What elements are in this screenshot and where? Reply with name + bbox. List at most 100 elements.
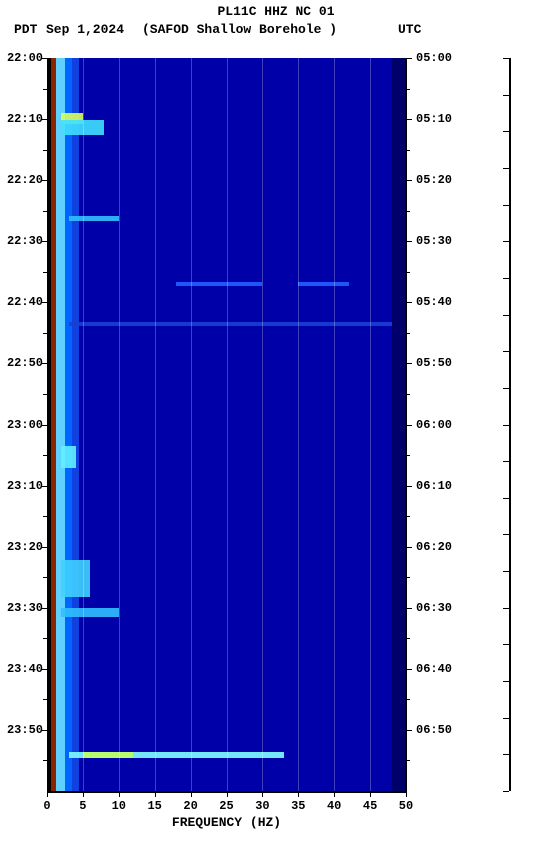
x-tick-label: 45 <box>363 799 377 813</box>
y-tick-right <box>406 425 412 426</box>
far-axis-tick <box>503 534 509 535</box>
y-label-left: 23:30 <box>0 601 43 615</box>
y-label-left: 22:30 <box>0 234 43 248</box>
y-minor-tick-right <box>406 577 410 578</box>
far-axis-tick <box>503 644 509 645</box>
y-label-right: 06:10 <box>416 479 452 493</box>
y-label-right: 05:40 <box>416 295 452 309</box>
y-tick-right <box>406 547 412 548</box>
left-tz-label: PDT <box>14 22 37 37</box>
x-tick-label: 5 <box>79 799 86 813</box>
grid-vline <box>119 58 120 791</box>
x-tick <box>334 791 335 797</box>
x-tick-label: 15 <box>147 799 161 813</box>
spectrogram-band <box>72 58 79 791</box>
spectrogram-event <box>61 446 75 468</box>
x-tick <box>298 791 299 797</box>
spectrogram-band <box>79 58 391 791</box>
far-axis-tick <box>503 571 509 572</box>
y-minor-tick-right <box>406 211 410 212</box>
y-tick-right <box>406 241 412 242</box>
y-label-left: 23:20 <box>0 540 43 554</box>
y-label-left: 22:40 <box>0 295 43 309</box>
y-label-left: 23:40 <box>0 662 43 676</box>
far-axis-tick <box>503 681 509 682</box>
y-minor-tick-right <box>406 333 410 334</box>
x-tick-label: 0 <box>43 799 50 813</box>
far-axis-tick <box>503 205 509 206</box>
far-axis-tick <box>503 608 509 609</box>
y-minor-tick-right <box>406 394 410 395</box>
far-axis-tick <box>503 278 509 279</box>
y-minor-tick-right <box>406 638 410 639</box>
far-axis-tick <box>503 754 509 755</box>
x-tick-label: 10 <box>112 799 126 813</box>
x-tick <box>47 791 48 797</box>
y-tick-right <box>406 58 412 59</box>
y-minor-tick-left <box>43 760 47 761</box>
y-tick-right <box>406 119 412 120</box>
y-label-left: 22:20 <box>0 173 43 187</box>
y-label-left: 22:50 <box>0 356 43 370</box>
y-label-right: 05:00 <box>416 51 452 65</box>
y-label-right: 06:20 <box>416 540 452 554</box>
y-label-right: 06:50 <box>416 723 452 737</box>
x-tick <box>370 791 371 797</box>
xaxis-title: FREQUENCY (HZ) <box>47 815 406 830</box>
y-minor-tick-left <box>43 638 47 639</box>
y-minor-tick-left <box>43 699 47 700</box>
spectrogram-event <box>83 752 133 758</box>
y-tick-right <box>406 669 412 670</box>
far-axis-tick <box>503 131 509 132</box>
far-axis-tick <box>503 351 509 352</box>
x-tick-label: 50 <box>399 799 413 813</box>
y-minor-tick-right <box>406 455 410 456</box>
site-subtitle: (SAFOD Shallow Borehole ) <box>142 22 337 37</box>
y-tick-right <box>406 486 412 487</box>
y-label-right: 05:20 <box>416 173 452 187</box>
x-tick-label: 35 <box>291 799 305 813</box>
date-label: Sep 1,2024 <box>46 22 124 37</box>
x-tick-label: 30 <box>255 799 269 813</box>
y-label-right: 05:10 <box>416 112 452 126</box>
y-tick-right <box>406 302 412 303</box>
y-minor-tick-right <box>406 516 410 517</box>
y-minor-tick-left <box>43 577 47 578</box>
far-axis-tick <box>503 791 509 792</box>
y-minor-tick-left <box>43 394 47 395</box>
spectrogram-band <box>56 58 65 791</box>
y-tick-right <box>406 608 412 609</box>
y-minor-tick-right <box>406 699 410 700</box>
right-tz-label: UTC <box>398 22 421 37</box>
y-label-left: 23:10 <box>0 479 43 493</box>
y-label-right: 05:30 <box>416 234 452 248</box>
x-tick <box>155 791 156 797</box>
y-label-right: 06:30 <box>416 601 452 615</box>
spectrogram-event <box>61 608 118 617</box>
grid-vline <box>262 58 263 791</box>
y-minor-tick-left <box>43 150 47 151</box>
x-tick <box>83 791 84 797</box>
x-tick <box>406 791 407 797</box>
y-label-left: 23:50 <box>0 723 43 737</box>
far-axis-tick <box>503 461 509 462</box>
y-minor-tick-right <box>406 150 410 151</box>
y-minor-tick-right <box>406 272 410 273</box>
y-minor-tick-left <box>43 211 47 212</box>
y-label-left: 23:00 <box>0 418 43 432</box>
spectrogram-event <box>69 322 392 326</box>
x-tick-label: 25 <box>219 799 233 813</box>
far-axis-tick <box>503 718 509 719</box>
grid-vline <box>191 58 192 791</box>
far-axis-tick <box>503 95 509 96</box>
far-axis-tick <box>503 58 509 59</box>
y-minor-tick-left <box>43 89 47 90</box>
y-tick-right <box>406 730 412 731</box>
far-axis-tick <box>503 168 509 169</box>
grid-vline <box>334 58 335 791</box>
grid-vline <box>370 58 371 791</box>
y-minor-tick-right <box>406 760 410 761</box>
grid-vline <box>298 58 299 791</box>
spectrogram-band <box>392 58 406 791</box>
y-minor-tick-left <box>43 333 47 334</box>
